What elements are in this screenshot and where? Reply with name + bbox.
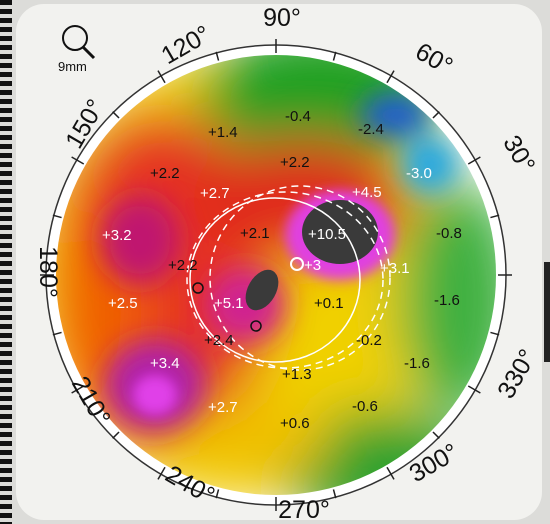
scrollbar-edge: [544, 262, 550, 362]
value-label: +2.7: [208, 399, 238, 416]
value-label: +2.7: [200, 185, 230, 202]
value-label: +1.3: [282, 366, 312, 383]
value-label: +2.4: [204, 332, 234, 349]
degree-label-180: 180°: [34, 246, 62, 298]
scale-label: 9mm: [58, 59, 87, 74]
degree-tick: [386, 466, 395, 480]
value-label: -3.0: [406, 165, 432, 182]
value-label: +4.5: [352, 184, 382, 201]
value-label: +2.5: [108, 295, 138, 312]
degree-tick: [157, 70, 166, 84]
degree-tick: [52, 214, 62, 219]
degree-tick: [467, 385, 481, 394]
value-label: -1.6: [434, 292, 460, 309]
value-label: +3: [304, 257, 321, 274]
value-label: -0.2: [356, 332, 382, 349]
value-label: +2.2: [168, 257, 198, 274]
value-label: +2.2: [280, 154, 310, 171]
steep-zone: [302, 200, 378, 264]
curvature-values: -0.4 -2.4 +1.4 +2.2 +2.2 -3.0 +2.7 +4.5 …: [102, 108, 462, 432]
degree-tick: [112, 431, 120, 439]
degree-label-330: 330°: [492, 345, 542, 404]
value-label: -1.6: [404, 355, 430, 372]
degree-label-90: 90°: [263, 4, 301, 32]
degree-tick: [112, 111, 120, 119]
degree-tick: [52, 331, 62, 336]
degree-tick: [490, 331, 500, 336]
degree-tick: [332, 51, 337, 61]
value-label: +5.1: [214, 295, 244, 312]
value-label: -0.8: [436, 225, 462, 242]
value-label: +3.4: [150, 355, 180, 372]
degree-label-60: 60°: [411, 37, 458, 80]
degree-tick: [215, 489, 220, 499]
magnifier-icon[interactable]: [62, 25, 96, 60]
degree-tick: [467, 156, 481, 165]
degree-tick: [332, 489, 337, 499]
value-label: +1.4: [208, 124, 238, 141]
pupil-outlines: [186, 185, 391, 371]
value-label: +0.6: [280, 415, 310, 432]
value-label: +3.1: [380, 260, 410, 277]
degree-label-270: 270°: [278, 496, 330, 524]
degree-tick: [157, 466, 166, 480]
value-label: +2.2: [150, 165, 180, 182]
pupil-center: [290, 257, 304, 271]
degree-ticks: [40, 39, 512, 511]
value-label: -2.4: [358, 121, 384, 138]
degree-label-30: 30°: [497, 131, 540, 178]
degree-tick: [71, 156, 85, 165]
window-border: [0, 0, 12, 524]
color-map: [56, 55, 496, 495]
value-label: +2.1: [240, 225, 270, 242]
degree-tick: [432, 111, 440, 119]
degree-tick: [215, 51, 220, 61]
degree-tick: [71, 385, 85, 394]
degree-tick: [432, 431, 440, 439]
degree-tick: [386, 70, 395, 84]
value-label: -0.6: [352, 398, 378, 415]
degree-tick: [490, 214, 500, 219]
value-label: +10.5: [308, 226, 346, 243]
value-label: +0.1: [314, 295, 344, 312]
value-label: +3.2: [102, 227, 132, 244]
value-label: -0.4: [285, 108, 311, 125]
